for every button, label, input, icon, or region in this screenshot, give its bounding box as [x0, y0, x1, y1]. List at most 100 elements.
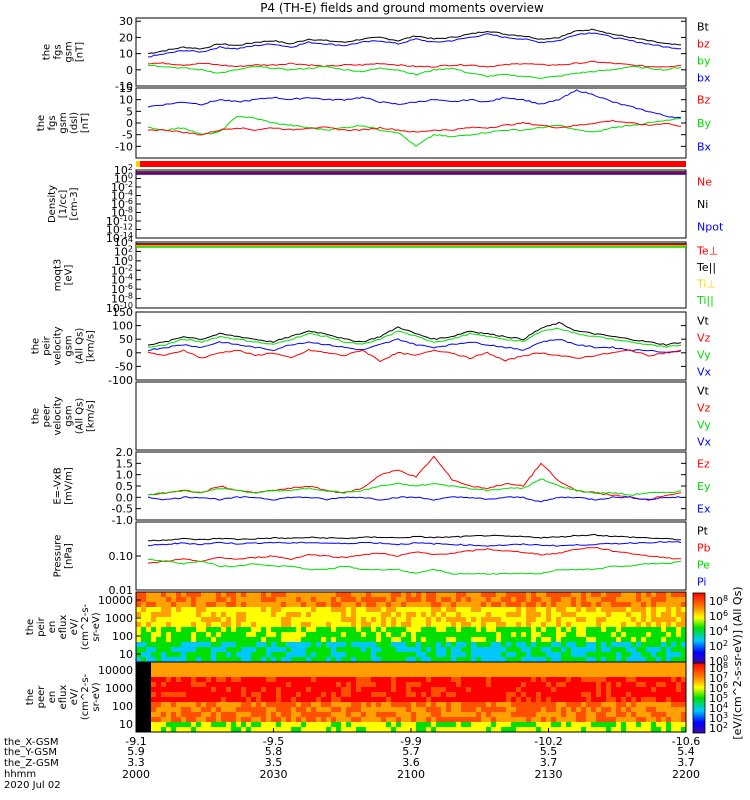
heatmap-cell: [196, 667, 202, 673]
heatmap-cell: [151, 722, 157, 728]
heatmap-cell: [191, 712, 197, 718]
heatmap-cell: [526, 622, 532, 628]
heatmap-cell: [591, 617, 597, 623]
heatmap-cell: [186, 627, 192, 633]
heatmap-cell: [636, 632, 642, 638]
heatmap-cell: [501, 627, 507, 633]
heatmap-cell: [626, 667, 632, 673]
heatmap-cell: [171, 717, 177, 723]
heatmap-cell: [511, 602, 517, 608]
heatmap-cell: [516, 592, 522, 598]
heatmap-cell: [166, 712, 172, 718]
heatmap-cell: [446, 592, 452, 598]
heatmap-cell: [571, 687, 577, 693]
heatmap-cell: [311, 632, 317, 638]
heatmap-cell: [506, 662, 512, 668]
heatmap-cell: [656, 642, 662, 648]
heatmap-cell: [436, 652, 442, 658]
panel-frame: [135, 17, 687, 87]
heatmap-cell: [426, 692, 432, 698]
heatmap-cell: [666, 617, 672, 623]
heatmap-cell: [546, 707, 552, 713]
heatmap-cell: [611, 602, 617, 608]
heatmap-cell: [381, 697, 387, 703]
heatmap-cell: [426, 657, 432, 663]
heatmap-cell: [216, 597, 222, 603]
heatmap-cell: [166, 592, 172, 598]
heatmap-cell: [151, 627, 157, 633]
heatmap-cell: [211, 677, 217, 683]
y-axis-label: [nPa]: [64, 543, 75, 569]
heatmap-cell: [191, 632, 197, 638]
heatmap-cell: [266, 592, 272, 598]
heatmap-cell: [606, 712, 612, 718]
heatmap-cell: [461, 597, 467, 603]
colorbar-tick-label: 104: [709, 624, 728, 638]
heatmap-cell: [596, 602, 602, 608]
heatmap-cell: [671, 697, 677, 703]
heatmap-cell: [636, 702, 642, 708]
heatmap-cell: [416, 722, 422, 728]
heatmap-cell: [666, 677, 672, 683]
heatmap-cell: [451, 612, 457, 618]
x-row-label: the_Z-GSM: [4, 758, 59, 769]
heatmap-cell: [156, 602, 162, 608]
heatmap-cell: [516, 597, 522, 603]
heatmap-cell: [401, 682, 407, 688]
heatmap-cell: [356, 602, 362, 608]
heatmap-cell: [601, 592, 607, 598]
series-bx: [147, 89, 682, 119]
heatmap-cell: [626, 637, 632, 643]
heatmap-cell: [581, 662, 587, 668]
y-axis-label: gsm: [64, 405, 75, 426]
x-tick-zgsm: 3.5: [265, 756, 283, 769]
heatmap-cell: [506, 722, 512, 728]
heatmap-cell: [571, 707, 577, 713]
heatmap-cell: [401, 602, 407, 608]
heatmap-cell: [406, 707, 412, 713]
heatmap-cell: [326, 702, 332, 708]
heatmap-cell: [171, 617, 177, 623]
heatmap-cell: [231, 707, 237, 713]
heatmap-cell: [556, 642, 562, 648]
heatmap-cell: [421, 647, 427, 653]
heatmap-cell: [476, 647, 482, 653]
heatmap-cell: [281, 717, 287, 723]
heatmap-cell: [271, 637, 277, 643]
heatmap-cell: [176, 627, 182, 633]
heatmap-cell: [526, 712, 532, 718]
heatmap-cell: [251, 652, 257, 658]
heatmap-cell: [581, 727, 587, 733]
heatmap-cell: [621, 622, 627, 628]
heatmap-cell: [136, 707, 142, 713]
heatmap-cell: [511, 622, 517, 628]
heatmap-cell: [356, 672, 362, 678]
heatmap-cell: [616, 652, 622, 658]
heatmap-cell: [246, 637, 252, 643]
heatmap-cell: [441, 642, 447, 648]
heatmap-cell: [136, 672, 142, 678]
heatmap-cell: [366, 602, 372, 608]
heatmap-cell: [521, 697, 527, 703]
heatmap-cell: [241, 592, 247, 598]
heatmap-cell: [676, 632, 682, 638]
heatmap-cell: [466, 652, 472, 658]
heatmap-cell: [201, 677, 207, 683]
heatmap-cell: [616, 592, 622, 598]
heatmap-cell: [216, 727, 222, 733]
heatmap-cell: [236, 652, 242, 658]
heatmap-cell: [441, 627, 447, 633]
heatmap-cell: [431, 722, 437, 728]
heatmap-cell: [351, 702, 357, 708]
heatmap-cell: [571, 712, 577, 718]
heatmap-cell: [441, 717, 447, 723]
heatmap-cell: [601, 642, 607, 648]
heatmap-cell: [436, 667, 442, 673]
heatmap-cell: [436, 722, 442, 728]
heatmap-cell: [491, 682, 497, 688]
heatmap-cell: [656, 592, 662, 598]
heatmap-cell: [166, 632, 172, 638]
heatmap-cell: [506, 692, 512, 698]
heatmap-cell: [231, 722, 237, 728]
heatmap-cell: [526, 697, 532, 703]
